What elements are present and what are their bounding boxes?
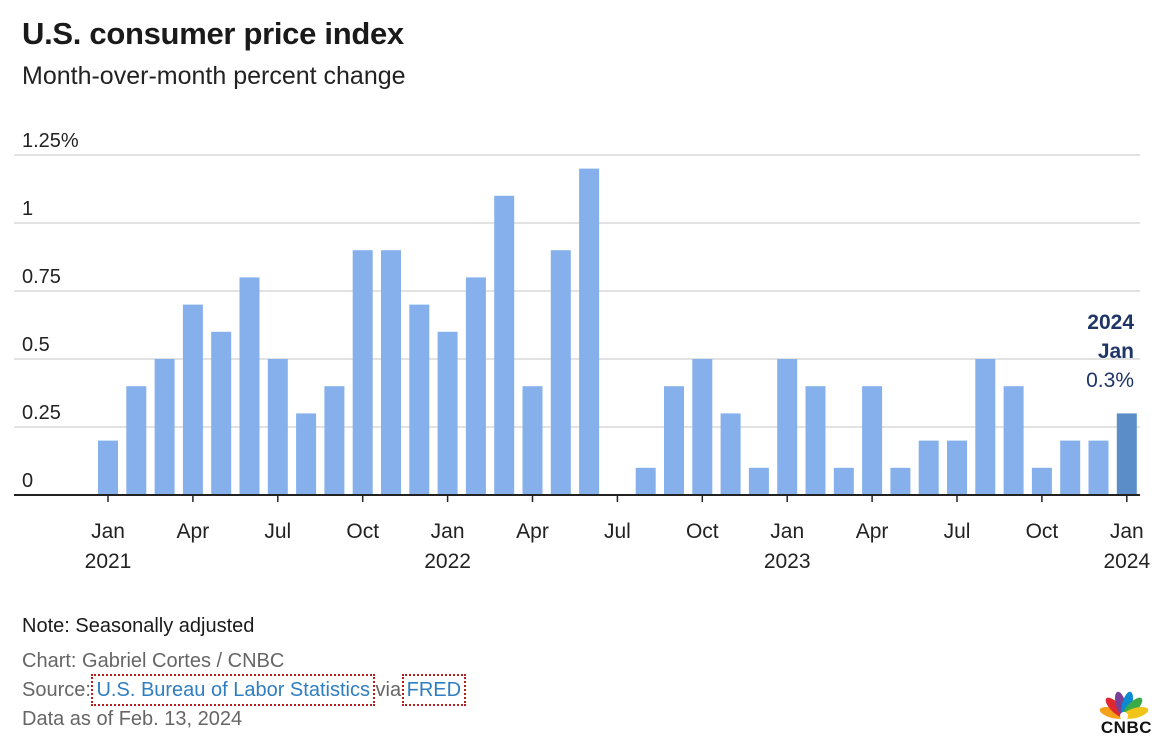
bar — [862, 386, 883, 495]
bar — [409, 304, 430, 495]
bar — [126, 386, 147, 495]
bar — [437, 331, 458, 495]
x-year-label: 2021 — [85, 550, 132, 573]
y-tick-label: 0.75 — [22, 266, 61, 288]
bar — [1088, 440, 1109, 495]
bar — [748, 467, 769, 495]
bar — [635, 467, 656, 495]
bar — [465, 277, 486, 495]
bar — [211, 331, 232, 495]
bar — [98, 440, 118, 495]
bar — [890, 467, 911, 495]
source-via: via — [369, 679, 407, 701]
bar — [918, 440, 939, 495]
x-tick-label: Jul — [264, 520, 291, 543]
bar — [522, 386, 543, 495]
bar — [550, 250, 571, 495]
bar — [692, 359, 713, 495]
x-tick-label: Oct — [346, 520, 379, 543]
x-tick-label: Apr — [516, 520, 549, 543]
bar — [947, 440, 967, 495]
x-tick-label: Jul — [604, 520, 631, 543]
x-tick-label: Jan — [91, 520, 125, 543]
bar — [1060, 440, 1081, 495]
chart-title: U.S. consumer price index — [22, 16, 404, 51]
nbc-peacock-icon — [1099, 691, 1149, 720]
footer-as-of: Data as of Feb. 13, 2024 — [22, 708, 243, 730]
footer-credit: Chart: Gabriel Cortes / CNBC — [22, 650, 285, 672]
bar — [296, 413, 317, 495]
bar — [182, 304, 203, 495]
source-prefix: Source: — [22, 679, 97, 701]
bar — [352, 250, 373, 495]
bar — [267, 359, 288, 495]
chart-subtitle: Month-over-month percent change — [22, 62, 406, 90]
bar — [239, 277, 260, 495]
x-tick-label: Apr — [856, 520, 889, 543]
cnbc-logo-text: CNBC — [1100, 718, 1152, 737]
x-tick-label: Jan — [431, 520, 465, 543]
y-tick-label: 0.5 — [22, 334, 50, 356]
bar — [1031, 467, 1052, 495]
bar — [154, 359, 175, 495]
x-year-label: 2024 — [1103, 550, 1150, 573]
footer-source: Source: U.S. Bureau of Labor Statistics … — [22, 674, 467, 706]
x-year-label: 2023 — [764, 550, 811, 573]
annotation-month: Jan — [1098, 340, 1134, 363]
y-tick-label: 1.25% — [22, 130, 79, 152]
x-year-label: 2022 — [424, 550, 471, 573]
y-tick-label: 0.25 — [22, 402, 61, 424]
y-tick-label: 1 — [22, 198, 33, 220]
footer-note: Note: Seasonally adjusted — [22, 615, 255, 637]
x-tick-label: Jul — [944, 520, 971, 543]
bar — [381, 250, 401, 495]
bar — [833, 467, 854, 495]
annotation-year: 2024 — [1087, 311, 1134, 334]
bar — [1003, 386, 1024, 495]
bar — [720, 413, 741, 495]
bar — [324, 386, 345, 495]
bar — [975, 359, 996, 495]
x-tick-label: Jan — [1110, 520, 1144, 543]
source-link-fred[interactable]: FRED — [401, 674, 467, 706]
bar — [494, 195, 515, 496]
y-tick-label: 0 — [22, 470, 33, 492]
annotation-value: 0.3% — [1086, 369, 1134, 392]
x-tick-label: Oct — [1026, 520, 1059, 543]
bar — [1116, 413, 1137, 495]
bar — [805, 386, 826, 495]
x-tick-label: Apr — [177, 520, 210, 543]
bar — [579, 168, 600, 495]
x-tick-label: Jan — [770, 520, 804, 543]
bar — [664, 386, 684, 495]
bar — [777, 359, 798, 495]
bar-chart: 0 0.25 0.5 0.75 1 1.25% Jan 2021 Apr Jul Oct Jan 202… — [14, 130, 1150, 573]
source-link-bls[interactable]: U.S. Bureau of Labor Statistics — [91, 674, 375, 706]
x-tick-label: Oct — [686, 520, 719, 543]
